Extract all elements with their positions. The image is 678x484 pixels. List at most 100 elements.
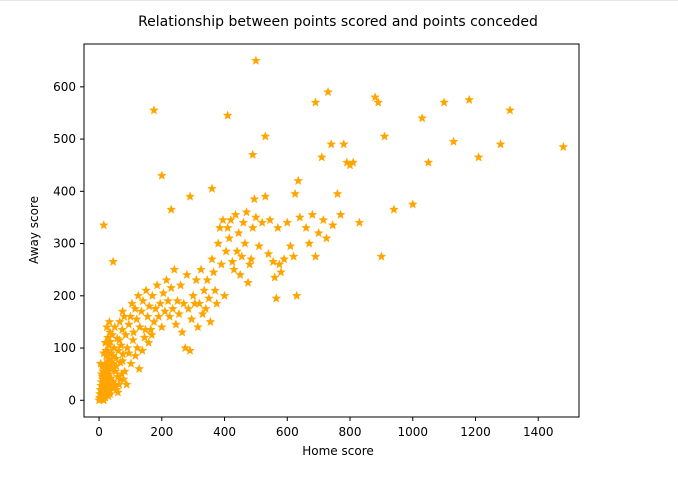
data-point bbox=[219, 290, 230, 300]
data-point bbox=[142, 311, 153, 321]
data-point bbox=[260, 131, 271, 141]
y-tick-label: 0 bbox=[68, 393, 76, 407]
data-point bbox=[134, 321, 145, 332]
data-point bbox=[291, 290, 302, 300]
data-point bbox=[327, 220, 338, 230]
data-point bbox=[125, 311, 136, 321]
data-point bbox=[149, 316, 159, 327]
data-point bbox=[122, 342, 133, 353]
data-point bbox=[285, 240, 296, 251]
data-point bbox=[225, 214, 236, 225]
data-point bbox=[272, 222, 283, 233]
data-point bbox=[185, 345, 195, 355]
data-point bbox=[310, 251, 321, 261]
data-point bbox=[123, 319, 134, 329]
data-point bbox=[133, 290, 144, 300]
data-point bbox=[301, 222, 312, 233]
data-point bbox=[128, 327, 139, 337]
data-point bbox=[100, 382, 111, 392]
data-point bbox=[100, 337, 111, 348]
plot-frame bbox=[83, 43, 580, 418]
data-point bbox=[269, 272, 280, 282]
data-point bbox=[229, 264, 239, 274]
data-point bbox=[210, 285, 221, 295]
data-point bbox=[232, 246, 242, 256]
data-point bbox=[236, 251, 247, 261]
data-point bbox=[244, 259, 255, 269]
data-point bbox=[293, 175, 304, 186]
data-point bbox=[127, 298, 137, 308]
data-point bbox=[156, 321, 167, 332]
data-point bbox=[158, 288, 169, 298]
data-point bbox=[101, 321, 112, 332]
data-point bbox=[128, 335, 138, 345]
x-tick-label: 400 bbox=[213, 425, 236, 439]
x-tick-label: 1000 bbox=[397, 425, 428, 439]
data-point bbox=[274, 259, 285, 269]
data-point bbox=[376, 251, 387, 261]
data-point bbox=[115, 374, 126, 384]
data-point bbox=[249, 193, 260, 204]
data-point bbox=[282, 217, 293, 227]
data-point bbox=[558, 141, 569, 152]
data-point bbox=[105, 327, 115, 337]
data-point bbox=[373, 97, 384, 107]
data-point bbox=[246, 254, 257, 264]
data-point bbox=[213, 238, 224, 248]
y-axis-ticks: 0 100 200 300 400 500 600 bbox=[53, 80, 84, 407]
data-point bbox=[140, 324, 151, 334]
data-point bbox=[203, 293, 214, 303]
data-point bbox=[155, 298, 166, 308]
data-point bbox=[180, 342, 191, 353]
data-point bbox=[138, 295, 148, 306]
data-point bbox=[156, 170, 167, 180]
x-tick-label: 200 bbox=[150, 425, 173, 439]
data-point bbox=[132, 342, 143, 353]
data-point bbox=[276, 267, 286, 277]
data-point bbox=[222, 110, 233, 120]
data-point bbox=[222, 222, 233, 233]
data-point bbox=[109, 342, 120, 353]
data-point bbox=[448, 136, 459, 146]
data-point bbox=[208, 267, 219, 277]
points-layer bbox=[94, 55, 569, 405]
y-tick-label: 100 bbox=[53, 341, 76, 355]
data-point bbox=[104, 316, 115, 327]
x-tick-label: 800 bbox=[339, 425, 362, 439]
data-point bbox=[439, 97, 450, 107]
y-tick-label: 400 bbox=[53, 184, 76, 198]
data-point bbox=[216, 259, 227, 269]
data-point bbox=[417, 113, 428, 123]
data-point bbox=[240, 238, 250, 248]
x-axis-ticks: 0 200 400 600 800 1000 1200 1400 bbox=[95, 417, 553, 439]
x-tick-label: 1200 bbox=[460, 425, 491, 439]
data-point bbox=[141, 285, 152, 295]
y-axis-label: Away score bbox=[27, 196, 41, 264]
data-point bbox=[268, 256, 279, 267]
data-point bbox=[407, 199, 418, 209]
data-point bbox=[166, 282, 177, 293]
data-point bbox=[370, 92, 381, 102]
data-point bbox=[235, 269, 246, 280]
data-point bbox=[194, 298, 205, 308]
data-point bbox=[108, 256, 119, 267]
data-point bbox=[338, 139, 349, 149]
data-point bbox=[238, 217, 249, 227]
data-point bbox=[221, 246, 232, 256]
data-point bbox=[247, 222, 258, 233]
data-point bbox=[495, 139, 506, 149]
x-tick-label: 0 bbox=[95, 425, 103, 439]
data-point bbox=[149, 105, 159, 115]
data-point bbox=[288, 251, 299, 261]
data-point bbox=[110, 380, 121, 390]
data-point bbox=[136, 306, 147, 316]
data-point bbox=[152, 280, 163, 290]
data-point bbox=[130, 350, 141, 361]
data-point bbox=[505, 105, 515, 115]
data-point bbox=[254, 240, 264, 251]
data-point bbox=[103, 355, 114, 366]
data-point bbox=[207, 183, 217, 193]
data-point bbox=[117, 324, 128, 334]
data-point bbox=[170, 319, 181, 329]
